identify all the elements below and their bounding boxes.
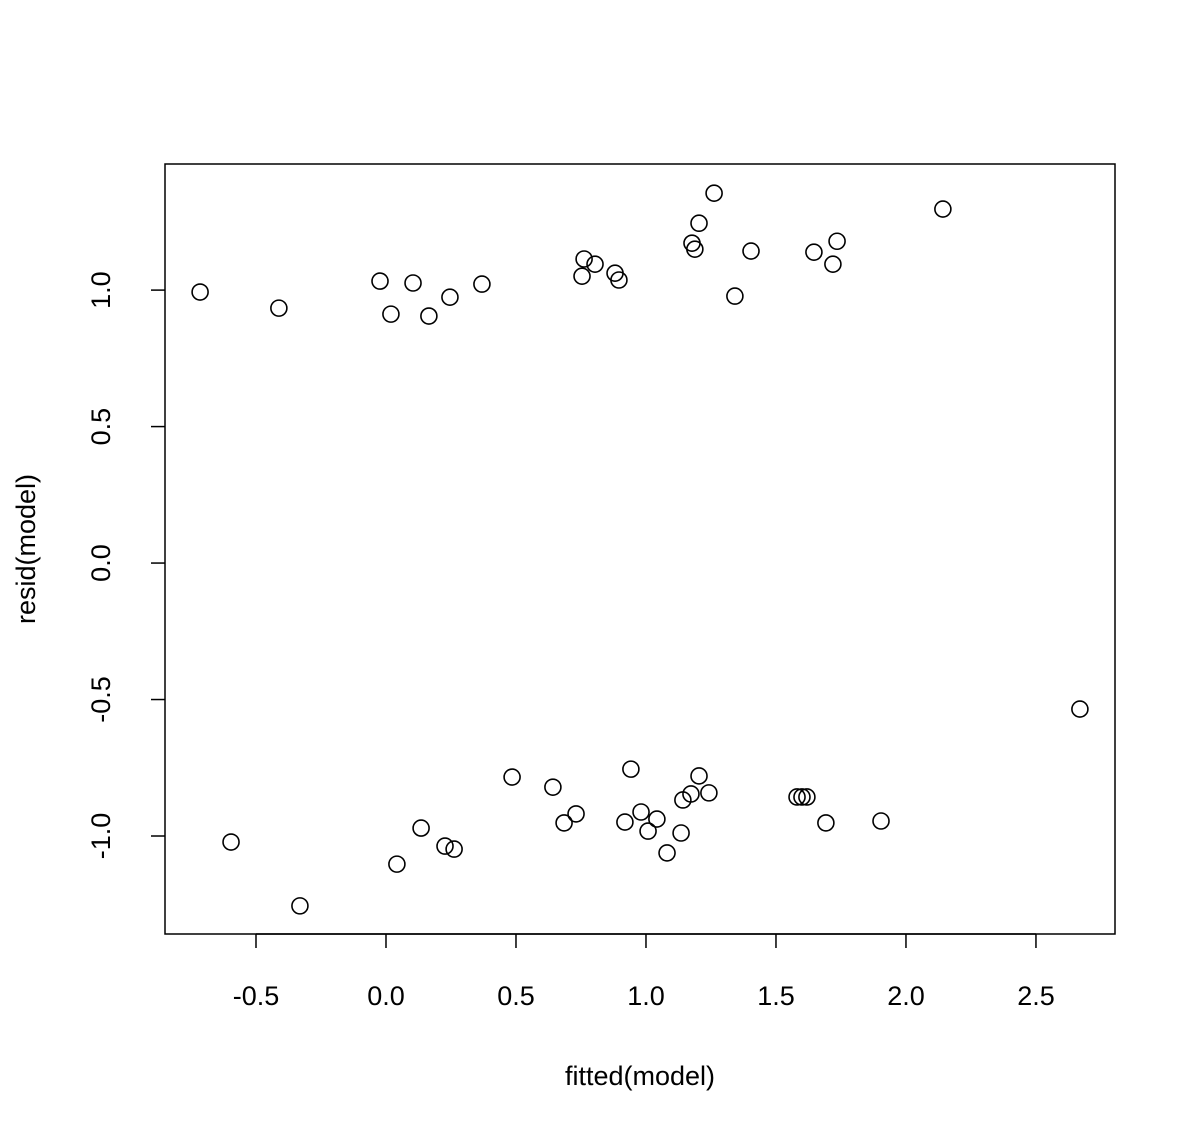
point xyxy=(191,283,209,301)
point xyxy=(544,778,562,796)
point xyxy=(824,255,842,273)
point xyxy=(686,240,704,258)
x-tick-label: 0.5 xyxy=(497,981,535,1011)
point xyxy=(270,299,288,317)
point xyxy=(682,785,700,803)
point xyxy=(828,232,846,251)
x-axis-label: fitted(model) xyxy=(565,1061,715,1091)
point xyxy=(690,214,708,233)
x-tick-label: -0.5 xyxy=(233,981,280,1011)
point xyxy=(817,814,835,832)
x-tick-label: 1.5 xyxy=(757,981,795,1011)
point xyxy=(382,305,400,323)
y-axis-label: resid(model) xyxy=(11,474,41,624)
point xyxy=(436,837,454,855)
point xyxy=(726,287,744,305)
point xyxy=(798,788,816,806)
point xyxy=(788,788,806,806)
point xyxy=(705,184,723,203)
point xyxy=(445,840,463,858)
point xyxy=(700,784,718,802)
point xyxy=(222,833,240,851)
point xyxy=(793,788,811,806)
point xyxy=(805,243,823,261)
x-tick-label: 1.0 xyxy=(627,981,665,1011)
point xyxy=(420,307,438,325)
point xyxy=(632,803,650,821)
plot-frame xyxy=(164,163,1116,935)
point xyxy=(503,768,521,786)
point xyxy=(672,824,690,842)
x-tick-label: 2.0 xyxy=(887,981,925,1011)
point xyxy=(575,250,593,268)
point xyxy=(616,813,634,831)
point xyxy=(371,272,389,290)
point xyxy=(648,810,666,828)
point xyxy=(1071,700,1089,718)
point xyxy=(742,242,760,260)
point xyxy=(658,844,676,862)
y-tick-label: 1.0 xyxy=(86,271,116,309)
point xyxy=(473,275,491,293)
y-tick-label: 0.0 xyxy=(86,544,116,582)
x-tick-label: 2.5 xyxy=(1017,981,1055,1011)
point xyxy=(934,200,952,218)
x-tick-label: 0.0 xyxy=(367,981,405,1011)
point xyxy=(586,255,604,273)
point xyxy=(610,271,628,289)
y-tick-label: -0.5 xyxy=(86,676,116,723)
point xyxy=(404,274,422,292)
point xyxy=(622,760,640,778)
point xyxy=(388,855,406,873)
point xyxy=(567,805,585,823)
point xyxy=(441,288,459,307)
point xyxy=(872,812,890,830)
point xyxy=(573,267,591,285)
point xyxy=(412,819,430,837)
y-tick-label: -1.0 xyxy=(86,813,116,860)
point xyxy=(291,897,309,915)
point xyxy=(555,814,573,832)
point xyxy=(690,767,708,785)
point xyxy=(639,822,657,840)
y-tick-label: 0.5 xyxy=(86,408,116,446)
